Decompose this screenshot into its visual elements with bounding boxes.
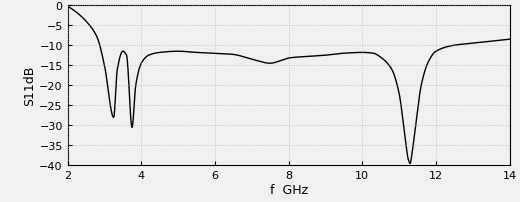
Y-axis label: S11dB: S11dB [23, 66, 36, 106]
X-axis label: f  GHz: f GHz [269, 183, 308, 196]
